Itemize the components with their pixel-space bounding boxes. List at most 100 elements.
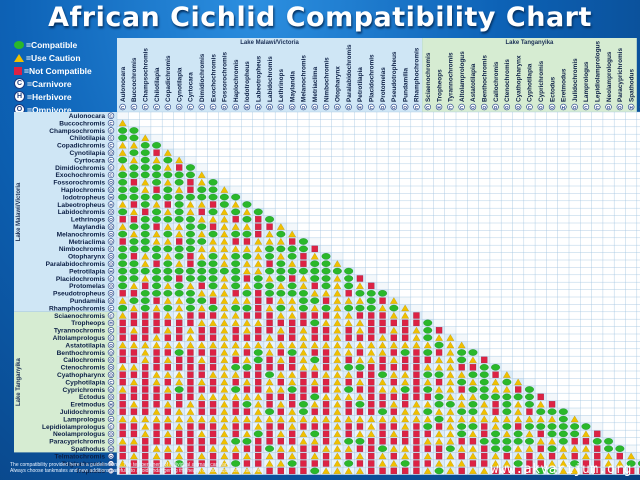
row-label: Tyrannochromis [54, 328, 106, 335]
grid-cell [569, 408, 581, 416]
caution-mark [367, 356, 376, 363]
not-compatible-mark [379, 319, 386, 327]
grid-cell [162, 141, 174, 149]
caution-mark [243, 267, 251, 275]
caution-mark [514, 400, 523, 408]
caution-mark [152, 445, 161, 452]
diet-icon-letter: C [189, 105, 193, 110]
compatible-mark [208, 208, 218, 216]
caution-mark [299, 349, 308, 356]
grid-cell [263, 208, 276, 216]
caution-mark [356, 297, 364, 304]
not-compatible-mark [232, 401, 239, 408]
compatible-mark [502, 408, 512, 415]
caution-mark [130, 326, 138, 334]
compatible-mark [140, 230, 150, 238]
not-compatible-mark [164, 319, 172, 327]
not-compatible-mark [209, 356, 217, 364]
compatible-mark [185, 297, 195, 304]
caution-mark [243, 415, 251, 423]
caution-mark [469, 356, 477, 363]
grid-cell [354, 267, 366, 275]
compatible-mark [129, 164, 139, 171]
diet-icon [413, 103, 420, 111]
caution-mark [118, 460, 127, 467]
caution-mark [163, 341, 172, 349]
caution-mark [141, 415, 150, 423]
caution-mark [333, 445, 342, 452]
not-compatible-mark [142, 460, 149, 467]
compatible-mark [208, 179, 218, 186]
caution-mark [175, 230, 184, 238]
caution-mark [118, 363, 127, 371]
row-label: Ectodus [79, 394, 105, 401]
compatible-mark [344, 364, 354, 371]
compatible-mark [253, 208, 263, 216]
caution-mark [220, 297, 229, 304]
not-compatible-mark [311, 245, 318, 253]
caution-mark [446, 378, 455, 386]
diet-icon [187, 103, 194, 111]
not-compatible-mark [266, 223, 273, 230]
diet-icon-letter: H [437, 105, 441, 110]
not-compatible-mark [288, 364, 296, 371]
caution-mark [378, 349, 387, 356]
caution-mark [333, 437, 342, 445]
compatible-mark [163, 171, 173, 179]
not-compatible-mark [175, 319, 183, 327]
grid-cell [422, 311, 434, 320]
caution-mark [446, 334, 455, 341]
compatible-mark [140, 171, 150, 179]
diet-icon [277, 103, 285, 111]
column-header-label: Cyprichromis [538, 60, 545, 102]
not-compatible-mark [277, 364, 285, 371]
caution-mark [220, 245, 229, 252]
caution-mark [220, 215, 229, 223]
caution-mark [389, 356, 398, 363]
compatible-mark [299, 304, 308, 312]
legend-label: =Carnivore [27, 78, 72, 89]
compatible-mark [423, 371, 433, 378]
not-compatible-mark [187, 430, 194, 438]
caution-mark [118, 164, 127, 171]
diet-icon-letter: H [109, 402, 113, 407]
caution-mark [220, 312, 229, 319]
row-label: Eretmodus [71, 402, 106, 409]
compatible-mark [219, 201, 229, 208]
not-compatible-mark [198, 364, 205, 371]
grid-cell [501, 363, 513, 371]
not-compatible-mark [266, 356, 273, 364]
diet-icon-letter: C [109, 313, 113, 318]
diet-icon-letter: O [109, 151, 113, 156]
caution-mark [130, 156, 138, 164]
not-compatible-mark [142, 467, 149, 475]
not-compatible-mark [345, 290, 352, 297]
row-label: Petrotilapia [69, 268, 105, 275]
caution-mark [231, 245, 240, 252]
diet-icon [401, 103, 409, 111]
compatible-mark [197, 260, 207, 267]
row-label: Lepidiolamprologus [42, 424, 105, 431]
column-header-label: Astatotilapia [470, 63, 477, 102]
caution-mark [344, 297, 353, 304]
compatible-mark [491, 364, 501, 371]
not-compatible-mark [390, 364, 398, 371]
caution-mark [197, 467, 206, 474]
diet-icon-letter: O [302, 105, 306, 110]
diet-icon [107, 267, 115, 275]
caution-mark [197, 289, 206, 297]
caution-mark [197, 201, 206, 208]
caution-mark [469, 445, 477, 452]
compatible-mark [479, 393, 489, 401]
caution-mark [220, 341, 229, 349]
legend-label: =Omnivore [27, 104, 72, 115]
not-compatible-mark [153, 312, 160, 319]
not-compatible-mark [142, 445, 149, 452]
caution-mark [163, 415, 172, 423]
caution-mark [276, 326, 285, 334]
compatible-mark [118, 127, 128, 134]
caution-mark [276, 341, 285, 349]
diet-icon [469, 103, 477, 111]
diet-icon [266, 103, 273, 111]
diet-icon [605, 103, 612, 111]
